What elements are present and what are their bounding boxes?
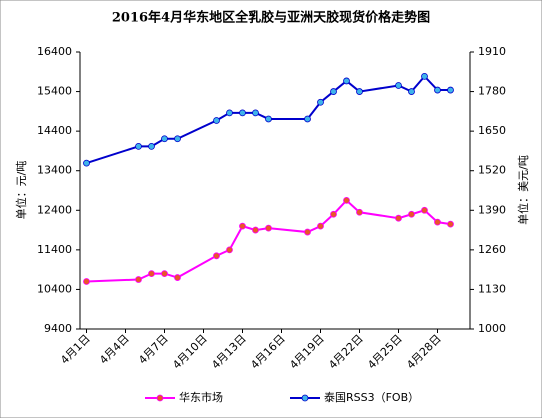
data-point — [343, 196, 350, 204]
data-point — [408, 210, 415, 218]
y2-axis-label: 单位：美元/吨 — [516, 155, 530, 225]
y2-tick-label: 1260 — [478, 243, 506, 256]
y2-tick-label: 1390 — [478, 203, 506, 216]
data-point — [395, 214, 402, 222]
data-point — [148, 270, 155, 278]
data-point — [356, 88, 363, 95]
data-point — [330, 88, 337, 95]
data-point — [447, 220, 454, 228]
y-tick-label: 16400 — [37, 45, 72, 58]
chart-title: 2016年4月华东地区全乳胶与亚洲天胶现货价格走势图 — [112, 10, 430, 26]
data-point — [135, 142, 142, 150]
data-point — [421, 206, 428, 214]
data-point — [174, 274, 181, 281]
data-point — [408, 88, 415, 95]
data-point — [83, 278, 90, 285]
data-point — [317, 98, 324, 106]
data-point — [304, 228, 311, 236]
data-point — [447, 86, 454, 94]
y2-tick-label: 1130 — [478, 282, 506, 295]
y-tick-label: 15400 — [37, 85, 72, 98]
data-point — [161, 135, 168, 143]
y-tick-label: 11400 — [37, 243, 72, 256]
data-point — [226, 246, 233, 254]
data-point — [226, 109, 233, 117]
data-point — [343, 77, 350, 85]
data-point — [135, 276, 142, 283]
data-point — [265, 115, 272, 123]
data-point — [304, 115, 311, 123]
data-point — [239, 109, 246, 117]
data-point — [174, 135, 181, 143]
data-point — [213, 117, 220, 124]
y-tick-label: 12400 — [37, 203, 72, 216]
y2-tick-label: 1000 — [478, 322, 506, 335]
data-point — [213, 252, 220, 260]
data-point — [148, 142, 155, 150]
y-tick-label: 10400 — [37, 282, 72, 295]
y2-tick-label: 1910 — [478, 45, 506, 58]
y-tick-label: 13400 — [37, 164, 72, 177]
data-point — [330, 210, 337, 218]
y2-tick-label: 1520 — [478, 164, 506, 177]
legend-marker — [156, 394, 164, 402]
data-point — [395, 82, 402, 89]
data-point — [434, 218, 441, 226]
data-point — [265, 224, 272, 232]
data-point — [161, 270, 168, 278]
legend-label: 华东市场 — [179, 390, 223, 404]
legend-marker — [301, 394, 309, 402]
data-point — [252, 226, 259, 234]
data-point — [83, 159, 90, 167]
y2-tick-label: 1780 — [478, 85, 506, 98]
data-point — [252, 109, 259, 117]
data-point — [317, 222, 324, 230]
data-point — [239, 222, 246, 230]
y-axis-label: 单位：元/吨 — [14, 161, 28, 220]
data-point — [421, 72, 428, 80]
y2-tick-label: 1650 — [478, 124, 506, 137]
y-tick-label: 9400 — [44, 322, 72, 335]
legend-label: 泰国RSS3（FOB） — [324, 390, 419, 404]
y-tick-label: 14400 — [37, 124, 72, 137]
data-point — [434, 86, 441, 94]
data-point — [356, 208, 363, 216]
